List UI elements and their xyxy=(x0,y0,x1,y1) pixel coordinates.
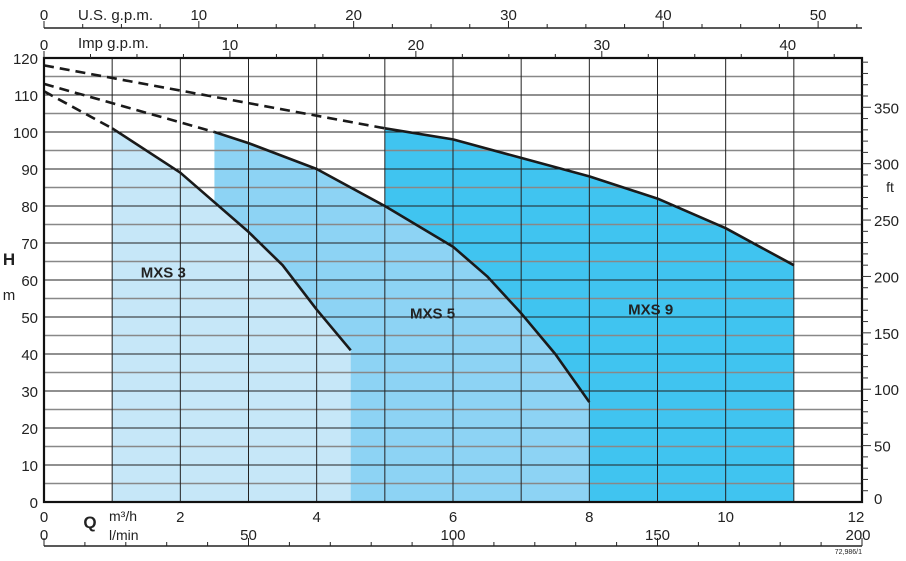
ft-tick-label: 300 xyxy=(874,157,899,174)
y-tick-label: 120 xyxy=(13,51,38,68)
y-tick-label: 90 xyxy=(21,162,38,179)
x-tick-label: 8 xyxy=(585,509,593,526)
y-tick-label: 30 xyxy=(21,384,38,401)
usgpm-tick-label: 30 xyxy=(500,7,517,24)
impgpm-tick-label: 10 xyxy=(222,37,239,54)
x-tick-label: 6 xyxy=(449,509,457,526)
usgpm-tick-label: 10 xyxy=(190,7,207,24)
ft-tick-label: 100 xyxy=(874,382,899,399)
y-axis-unit: m xyxy=(3,287,16,304)
ft-tick-label: 200 xyxy=(874,269,899,286)
y-tick-label: 80 xyxy=(21,199,38,216)
ft-tick-label: 0 xyxy=(874,491,882,508)
curve-mxs-5 xyxy=(214,130,591,403)
y-tick-label: 20 xyxy=(21,421,38,438)
y-tick-label: 10 xyxy=(21,458,38,475)
lmin-tick-label: 200 xyxy=(845,527,870,544)
series-label-mxs-5: MXS 5 xyxy=(410,305,455,322)
x-unit-m3h: m³/h xyxy=(109,508,137,524)
usgpm-tick-label: 50 xyxy=(810,7,827,24)
area-mxs-3 xyxy=(112,128,351,503)
ft-tick-label: 250 xyxy=(874,213,899,230)
y-tick-label: 100 xyxy=(13,125,38,142)
lmin-tick-label: 0 xyxy=(40,527,48,544)
impgpm-tick-label: 30 xyxy=(593,37,610,54)
x-unit-lmin: l/min xyxy=(109,527,139,543)
curve-dashed-mxs-9 xyxy=(43,64,386,130)
y-tick-label: 40 xyxy=(21,347,38,364)
y-tick-label: 110 xyxy=(14,88,38,105)
curve-dashed-mxs-3 xyxy=(43,90,113,130)
series-label-mxs-3: MXS 3 xyxy=(141,265,186,282)
ft-tick-label: 350 xyxy=(874,100,899,117)
plot-frame xyxy=(42,56,864,504)
curve-mxs-9 xyxy=(384,127,795,267)
impgpm-tick-label: 0 xyxy=(40,37,48,54)
x-axis-label: Q xyxy=(83,513,96,532)
top-axis-usgpm-label: U.S. g.p.m. xyxy=(78,7,153,24)
ft-tick-label: 150 xyxy=(874,326,899,343)
impgpm-tick-label: 40 xyxy=(779,37,796,54)
curve-mxs-3 xyxy=(111,127,352,352)
top-axis-impgpm-label: Imp g.p.m. xyxy=(78,35,149,52)
y-tick-label: 70 xyxy=(21,236,38,253)
y-tick-label: 60 xyxy=(21,273,38,290)
x-tick-label: 4 xyxy=(312,509,320,526)
reference-code: 72,986/1 xyxy=(835,549,862,556)
usgpm-tick-label: 40 xyxy=(655,7,672,24)
x-tick-label: 10 xyxy=(717,509,734,526)
x-tick-label: 2 xyxy=(176,509,184,526)
lmin-tick-label: 50 xyxy=(240,527,257,544)
y2-axis-unit: ft xyxy=(886,179,894,195)
ft-tick-label: 50 xyxy=(874,439,891,456)
x-tick-label: 12 xyxy=(848,509,865,526)
curve-dashed-mxs-5 xyxy=(43,82,215,134)
lmin-tick-label: 150 xyxy=(645,527,670,544)
lmin-tick-label: 100 xyxy=(440,527,465,544)
y-tick-label: 0 xyxy=(30,495,38,512)
series-label-mxs-9: MXS 9 xyxy=(628,302,673,319)
usgpm-tick-label: 0 xyxy=(40,7,48,24)
y-tick-label: 50 xyxy=(21,310,38,327)
usgpm-tick-label: 20 xyxy=(345,7,362,24)
x-tick-label: 0 xyxy=(40,509,48,526)
impgpm-tick-label: 20 xyxy=(408,37,425,54)
y-axis-label: H xyxy=(3,250,15,269)
